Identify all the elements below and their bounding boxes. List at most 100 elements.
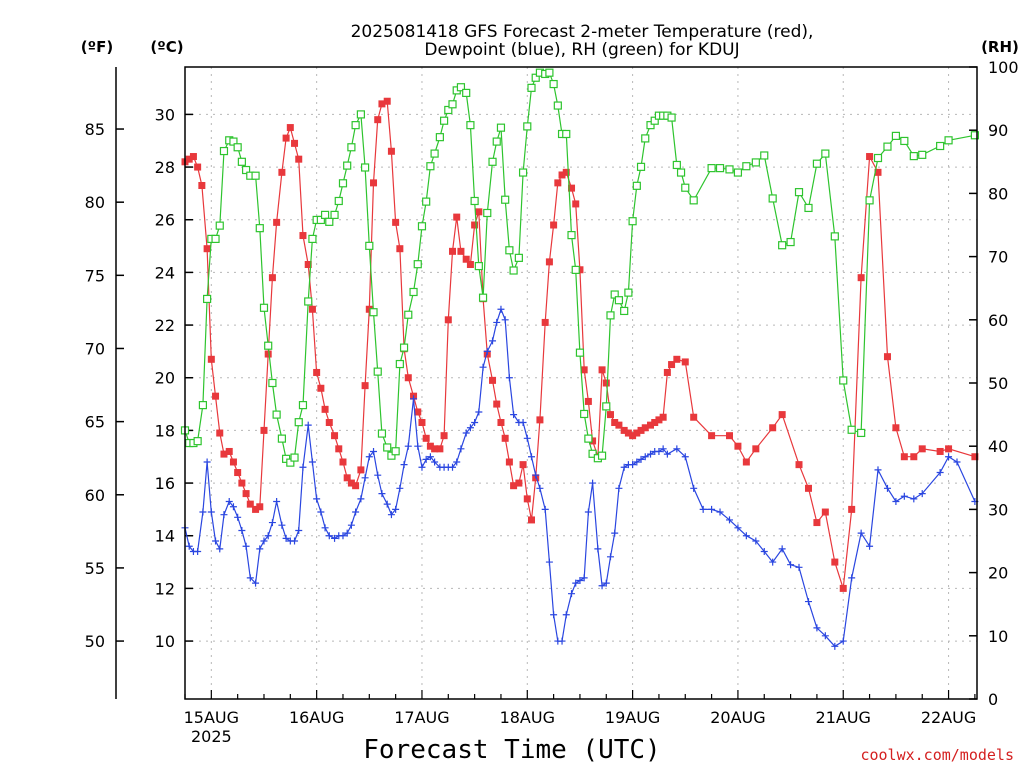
rh-point (778, 241, 787, 250)
dewpoint-point (260, 537, 268, 545)
dewpoint-point (203, 458, 211, 466)
rh-point (584, 434, 593, 443)
rh-point (768, 194, 777, 203)
dewpoint-point (528, 453, 535, 461)
temperature-point (615, 421, 623, 429)
dewpoint-point (471, 419, 479, 426)
temperature-point (457, 247, 465, 255)
rh-point (496, 123, 506, 132)
rh-tick-label: 100 (988, 58, 1019, 77)
rh-point (404, 310, 413, 319)
temperature-point (629, 432, 637, 440)
temperature-point (572, 200, 580, 208)
rh-point (830, 232, 839, 241)
dewpoint-point (264, 532, 272, 540)
rh-point (518, 168, 528, 177)
temperature-point (365, 305, 373, 313)
temperature-point (304, 261, 312, 268)
dewpoint-point (804, 598, 812, 606)
temperature-point (668, 361, 676, 369)
temperature-point (598, 366, 606, 374)
dewpoint-point (690, 484, 698, 492)
rh-point (347, 143, 356, 152)
rh-point (523, 122, 532, 131)
dewpoint-point (918, 490, 926, 498)
dewpoint-point (839, 637, 847, 645)
temperature-point (501, 434, 509, 442)
dewpoint-point (734, 524, 742, 532)
temperature-point (505, 458, 513, 466)
dewpoint-point (519, 419, 527, 426)
rh-point (462, 88, 471, 98)
rh-point (715, 164, 725, 173)
temperature-point (260, 426, 268, 434)
temperature-point (225, 447, 233, 455)
dewpoint-point (387, 511, 395, 519)
rh-point (395, 359, 404, 369)
temperature-point (264, 350, 272, 358)
dewpoint-point (291, 537, 299, 545)
series-rh (180, 68, 979, 467)
dewpoint-point (483, 347, 491, 355)
rh-point (936, 141, 945, 151)
temperature-point (813, 519, 821, 527)
dewpoint-point (813, 624, 821, 632)
fahrenheit-tick-label: 70 (85, 339, 105, 358)
temperature-point (462, 255, 470, 263)
dewpoint-point (216, 545, 224, 553)
rh-point (373, 367, 382, 376)
temperature-point (489, 376, 497, 384)
temperature-point (866, 153, 874, 161)
dewpoint-point (778, 545, 786, 553)
rh-tick-label: 30 (988, 500, 1008, 519)
dewpoint-point (497, 305, 505, 313)
dewpoint-point (282, 534, 290, 542)
dewpoint-point (629, 461, 637, 469)
temperature-point (325, 419, 333, 426)
dewpoint-point (708, 505, 716, 513)
temperature-point (848, 505, 856, 513)
dewpoint-point (220, 511, 228, 519)
dewpoint-point (589, 479, 597, 487)
temperature-point (620, 426, 628, 434)
temperature-point (343, 474, 351, 482)
dewpoint-point (673, 445, 681, 453)
dewpoint-point (404, 442, 412, 450)
temperature-point (651, 419, 659, 426)
rh-point (707, 164, 716, 173)
temperature-point (778, 411, 786, 419)
temperature-point (475, 208, 483, 216)
dewpoint-point (207, 508, 215, 516)
dewpoint-point (256, 545, 264, 553)
temperature-point (321, 405, 329, 413)
dewpoint-point (185, 542, 193, 550)
dewpoint-point (449, 463, 457, 471)
dewpoint-point (742, 532, 750, 540)
rh-point (294, 418, 303, 427)
temperature-point (273, 218, 281, 226)
rh-point (255, 224, 264, 233)
rh-point (909, 152, 918, 161)
rh-point (865, 196, 874, 205)
temperature-point (331, 432, 339, 440)
temperature-point (493, 400, 501, 408)
fahrenheit-tick-label: 75 (85, 266, 105, 285)
rh-point (812, 159, 822, 168)
dewpoint-point (576, 577, 584, 584)
dewpoint-point (426, 453, 434, 461)
rh-point (356, 110, 365, 119)
rh-axis: 0 10 20 30 40 50 60 70 80 90 100 (969, 58, 1019, 709)
temperature-point (883, 353, 891, 361)
dewpoint-point (212, 537, 220, 545)
rh-point (466, 121, 475, 130)
dewpoint-point (343, 529, 351, 537)
rh-point (241, 165, 251, 175)
celsius-tick-label: 16 (155, 474, 175, 493)
dewpoint-point (611, 529, 619, 537)
temperature-point (568, 184, 576, 192)
rh-point (505, 246, 514, 255)
dewpoint-point (374, 471, 382, 479)
temperature-point (576, 266, 584, 274)
temperature-point (436, 445, 444, 453)
rh-point (545, 68, 554, 77)
